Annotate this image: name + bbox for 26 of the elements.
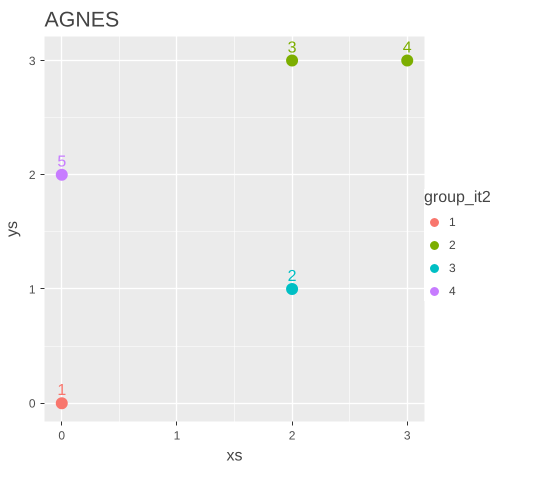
annotation: 3 [288, 39, 297, 56]
legend-title: group_it2 [424, 189, 491, 207]
y-tick-label: 3 [28, 54, 36, 68]
annotation: 2 [288, 268, 297, 285]
annotation: 1 [57, 382, 66, 400]
y-axis-title: ys [4, 221, 21, 237]
annotation: 5 [57, 154, 66, 171]
legend-label: 4 [449, 284, 457, 298]
x-tick-label: 2 [288, 428, 296, 442]
x-tick-label: 1 [174, 428, 181, 442]
y-tick-label: 2 [28, 168, 36, 182]
legend-label: 1 [449, 215, 457, 229]
y-tick-label: 1 [28, 282, 36, 296]
x-axis-title: xs [226, 448, 242, 464]
x-tick-label: 0 [58, 428, 66, 442]
x-tick-label: 3 [404, 428, 411, 442]
legend-label: 3 [449, 261, 457, 275]
y-tick-label: 0 [28, 396, 36, 411]
point [401, 54, 414, 66]
point [56, 397, 68, 410]
legend-label: 2 [449, 238, 457, 252]
point [56, 168, 68, 181]
chart-title: AGNES [44, 8, 120, 32]
point [286, 282, 298, 295]
annotation: 4 [402, 39, 412, 56]
point [286, 54, 298, 66]
